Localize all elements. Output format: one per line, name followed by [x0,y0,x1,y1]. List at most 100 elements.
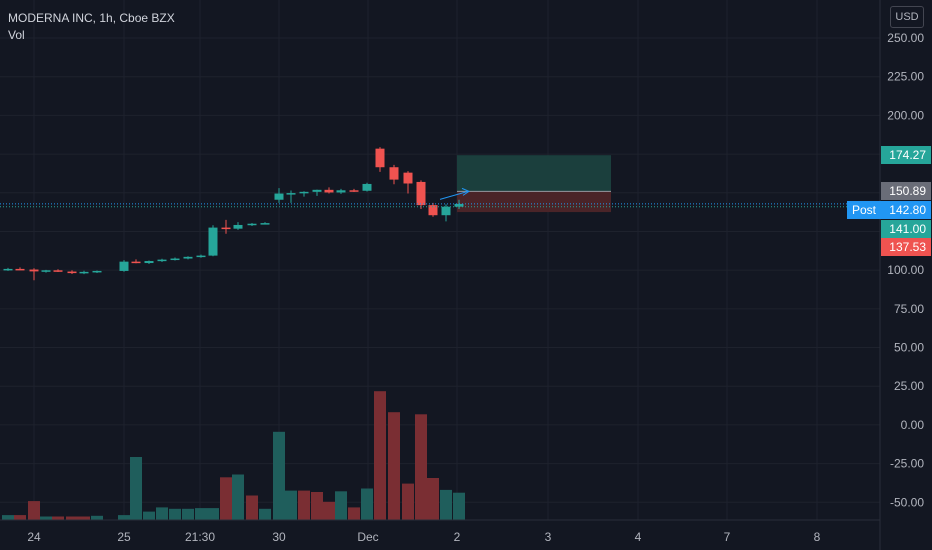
volume-bar [259,508,271,520]
y-tick-label: 250.00 [887,31,924,45]
price-badge-box [881,220,931,238]
candle-body [53,270,63,272]
y-tick-label: 100.00 [887,263,924,277]
target-zone[interactable] [457,155,611,192]
y-tick-label: 225.00 [887,70,924,84]
candle-body [260,223,270,225]
candle-body [183,256,193,259]
price-badge-target: 174.27 [881,146,931,164]
x-tick-label: 4 [635,530,642,544]
volume-bar [78,516,90,520]
candle-body [79,271,89,274]
volume-bar [440,489,452,520]
time-axis[interactable]: 24 25 21:30 30 Dec 2 3 4 7 8 [0,519,880,544]
candle-body [221,227,231,230]
volume-bar [453,492,465,520]
volume-bar [323,501,335,520]
y-tick-label: 0.00 [901,418,925,432]
volume-bar [2,515,14,520]
candle-body [67,271,77,274]
price-badge-box [881,201,931,219]
price-badge-value: 150.89 [889,184,926,198]
candle-body [274,193,284,200]
candle-body [29,269,39,272]
candle-body [247,223,257,226]
candle-body [336,190,346,193]
price-badge-box [881,238,931,256]
candle-body [131,261,141,264]
volume-bar [402,483,414,520]
price-lines [0,203,880,208]
volume-label[interactable]: Vol [8,28,25,42]
candle-body [324,189,334,193]
chart-legend: MODERNA INC, 1h, Cboe BZX Vol [8,10,175,44]
y-tick-label: 50.00 [894,341,924,355]
currency-button[interactable]: USD [890,6,924,28]
price-badge-value: 174.27 [889,148,926,162]
y-tick-label: 200.00 [887,108,924,122]
stop-zone[interactable] [457,191,611,213]
price-badge-entry: 150.89 [881,182,931,200]
x-tick-label: 25 [117,530,131,544]
volume-bar [246,495,258,520]
x-tick-label: 7 [724,530,731,544]
price-badge-box [881,146,931,164]
volume-bar [335,491,347,520]
candle-body [157,259,167,262]
symbol-title[interactable]: MODERNA INC, 1h, Cboe BZX [8,11,175,25]
price-badges: 174.27 150.89 Post 142.80 141.00 137.53 [847,146,931,256]
y-tick-label: 75.00 [894,302,924,316]
candle-body [3,268,13,271]
price-badge-value: 142.80 [889,203,926,217]
candle-body [375,148,385,168]
volume-bar [311,492,323,520]
volume-bar [415,414,427,520]
y-tick-label: -25.00 [890,457,924,471]
price-axis[interactable]: 250.00225.00200.00175.00150.00125.00100.… [879,0,925,550]
candle-body [349,190,359,192]
post-label: Post [852,203,877,217]
volume-bar [169,508,181,520]
volume-bar [195,508,207,520]
candle-body [428,205,438,216]
candle-body [389,167,399,180]
y-tick-label: 25.00 [894,379,924,393]
candle-body [92,270,102,273]
volume-bar [220,477,232,520]
volume-bar [28,501,40,520]
volume-bar [298,490,310,520]
candle-body [196,255,206,258]
price-badge-stop: 137.53 [881,238,931,256]
projection-arrow [439,190,469,200]
candle-body [144,261,154,264]
volume-bar [348,507,360,520]
volume-bar [388,412,400,520]
volume-bar [40,516,52,520]
post-label-box [847,201,882,219]
volume-bar [143,511,155,520]
candle-body [233,224,243,229]
volume-bar [374,391,386,520]
candle-body [454,203,464,207]
x-tick-label: 30 [272,530,286,544]
volume-bar [14,515,26,520]
candle-body [119,261,129,271]
price-badge-value: 141.00 [889,222,926,236]
candle-body [312,189,322,192]
candle-body [170,258,180,261]
arrow-head [461,187,471,196]
price-badge-value: 137.53 [889,240,926,254]
y-tick-label: -50.00 [890,495,924,509]
x-tick-label: 24 [27,530,41,544]
candle-body [441,206,451,216]
candle-body [41,270,51,272]
volume-bar [156,507,168,520]
price-badge-post: Post 142.80 [847,201,931,219]
candlesticks [3,147,464,281]
x-tick-label: 2 [454,530,461,544]
candle-body [208,227,218,256]
volume-bar [273,431,285,520]
price-badge-last: 141.00 [881,220,931,238]
volume-bar [91,515,103,520]
